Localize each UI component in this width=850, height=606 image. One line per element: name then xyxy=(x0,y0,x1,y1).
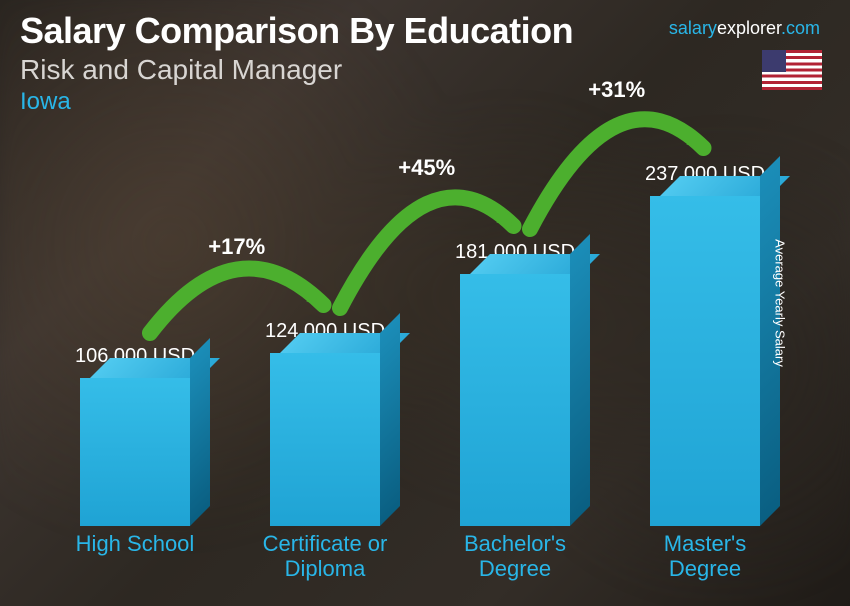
bars-container: 106,000 USD124,000 USD181,000 USD237,000… xyxy=(40,140,800,526)
bar xyxy=(650,196,760,526)
category-labels: High SchoolCertificate orDiplomaBachelor… xyxy=(40,531,800,586)
location-label: Iowa xyxy=(20,88,830,116)
bar-side-face xyxy=(190,338,210,526)
bar-side-face xyxy=(380,313,400,526)
brand-watermark: salaryexplorer.com xyxy=(669,18,820,39)
bar xyxy=(460,274,570,526)
bar-front-face xyxy=(460,274,570,526)
bar-side-face xyxy=(570,234,590,526)
bar-front-face xyxy=(650,196,760,526)
category-label: Master'sDegree xyxy=(610,531,800,586)
brand-suffix: explorer xyxy=(717,18,781,38)
brand-tld: .com xyxy=(781,18,820,38)
job-title: Risk and Capital Manager xyxy=(20,54,830,86)
brand-prefix: salary xyxy=(669,18,717,38)
y-axis-label: Average Yearly Salary xyxy=(773,239,788,367)
category-label: Bachelor'sDegree xyxy=(420,531,610,586)
bar-front-face xyxy=(270,353,380,526)
bar-front-face xyxy=(80,378,190,526)
bar xyxy=(270,353,380,526)
bar-group: 124,000 USD xyxy=(230,320,420,526)
us-flag-icon xyxy=(762,50,822,90)
bar-chart: 106,000 USD124,000 USD181,000 USD237,000… xyxy=(40,140,800,586)
category-label: Certificate orDiploma xyxy=(230,531,420,586)
category-label: High School xyxy=(40,531,230,586)
bar-group: 181,000 USD xyxy=(420,241,610,526)
bar-group: 106,000 USD xyxy=(40,345,230,526)
bar xyxy=(80,378,190,526)
